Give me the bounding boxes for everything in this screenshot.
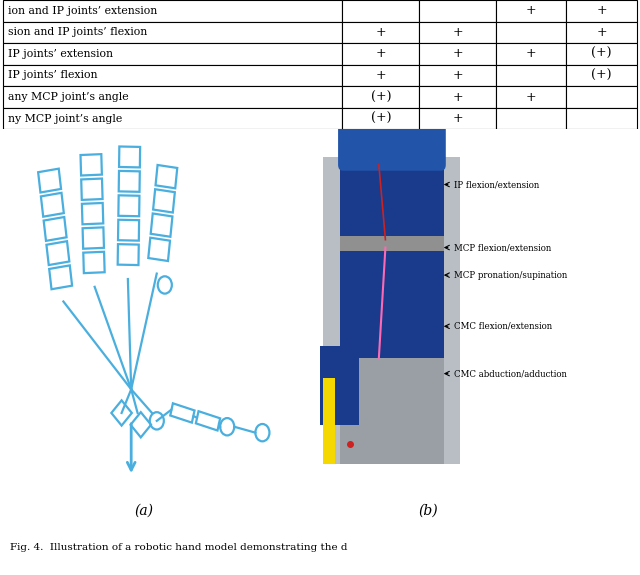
Text: +: + <box>376 26 386 39</box>
Bar <box>419 43 496 64</box>
Text: CMC abduction/adduction: CMC abduction/adduction <box>454 369 567 378</box>
Text: Fig. 4.  Illustration of a robotic hand model demonstrating the d: Fig. 4. Illustration of a robotic hand m… <box>10 543 347 553</box>
Text: MCP flexion/extension: MCP flexion/extension <box>454 243 551 252</box>
Bar <box>3 86 342 108</box>
Text: +: + <box>452 69 463 82</box>
Bar <box>419 21 496 43</box>
Text: +: + <box>452 112 463 125</box>
Bar <box>419 64 496 86</box>
Bar <box>496 64 566 86</box>
Text: (+): (+) <box>591 69 612 82</box>
Bar <box>3 43 342 64</box>
Bar <box>3 64 342 86</box>
Text: +: + <box>452 47 463 60</box>
Text: MCP pronation/supination: MCP pronation/supination <box>454 271 567 279</box>
Bar <box>320 346 359 425</box>
Bar <box>496 21 566 43</box>
Bar <box>340 251 444 358</box>
Text: +: + <box>596 4 607 17</box>
Text: +: + <box>452 26 463 39</box>
Bar <box>419 86 496 108</box>
Bar <box>566 21 637 43</box>
Bar <box>566 0 637 21</box>
Bar <box>340 157 444 240</box>
Text: (a): (a) <box>134 503 154 518</box>
Text: +: + <box>376 69 386 82</box>
FancyBboxPatch shape <box>338 120 446 171</box>
Bar <box>342 43 419 64</box>
Text: +: + <box>526 90 536 104</box>
Bar <box>566 108 637 129</box>
Text: +: + <box>376 47 386 60</box>
Text: sion and IP joints’ flexion: sion and IP joints’ flexion <box>8 28 148 37</box>
Text: (+): (+) <box>371 90 391 104</box>
Text: +: + <box>596 26 607 39</box>
Text: +: + <box>526 4 536 17</box>
Bar <box>340 358 444 464</box>
Bar <box>323 378 335 464</box>
Bar <box>342 0 419 21</box>
Text: any MCP joint’s angle: any MCP joint’s angle <box>8 92 129 102</box>
Text: IP joints’ flexion: IP joints’ flexion <box>8 71 98 80</box>
Bar <box>342 21 419 43</box>
Bar <box>566 64 637 86</box>
Text: (+): (+) <box>591 47 612 60</box>
Text: CMC flexion/extension: CMC flexion/extension <box>454 322 552 331</box>
Bar <box>342 64 419 86</box>
Text: +: + <box>452 90 463 104</box>
Bar <box>496 0 566 21</box>
Bar <box>323 157 461 464</box>
Bar <box>496 108 566 129</box>
Text: (b): (b) <box>418 503 438 518</box>
Bar <box>419 0 496 21</box>
Text: ion and IP joints’ extension: ion and IP joints’ extension <box>8 6 157 16</box>
Bar <box>340 236 444 251</box>
Bar <box>3 21 342 43</box>
Bar <box>342 86 419 108</box>
Bar <box>496 43 566 64</box>
Text: IP joints’ extension: IP joints’ extension <box>8 49 113 59</box>
Bar <box>3 0 342 21</box>
Bar <box>419 108 496 129</box>
Bar <box>566 43 637 64</box>
Bar <box>566 86 637 108</box>
Bar <box>3 108 342 129</box>
Bar <box>496 86 566 108</box>
Text: (+): (+) <box>371 112 391 125</box>
Bar <box>342 108 419 129</box>
Text: ny MCP joint’s angle: ny MCP joint’s angle <box>8 114 123 124</box>
Text: IP flexion/extension: IP flexion/extension <box>454 180 540 189</box>
Text: +: + <box>526 47 536 60</box>
